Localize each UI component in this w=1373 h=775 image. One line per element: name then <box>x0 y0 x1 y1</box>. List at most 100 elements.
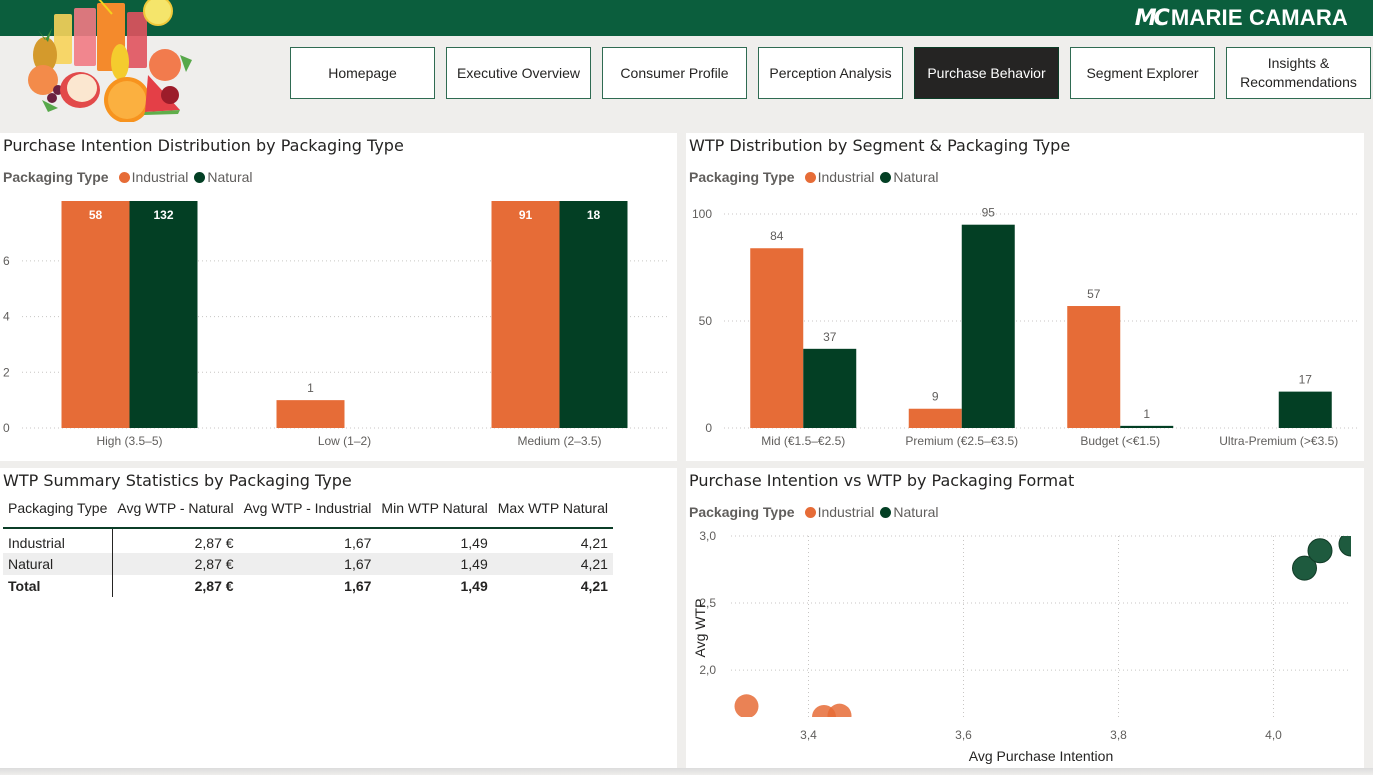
purchase-intention-chart-panel: Purchase Intention Distribution by Packa… <box>0 133 677 461</box>
table-cell: 1,67 <box>344 578 372 594</box>
table-cell: 2,87 € <box>112 553 239 575</box>
data-label: 95 <box>982 206 996 220</box>
data-label: 1 <box>307 381 314 395</box>
y-tick-label: 0 <box>3 421 10 435</box>
juice-fruits-image <box>28 0 192 122</box>
y-tick-label: 2 <box>3 365 10 379</box>
chart-legend: Packaging Type Industrial Natural <box>689 169 945 185</box>
nav-homepage-button[interactable]: Homepage <box>290 47 435 99</box>
natural-dot-icon <box>880 171 892 183</box>
purchase-intention-bar-chart: 0 2 4 6 High (3.5–5) 58 132 Low (1–2) 1 Medium (2… <box>3 201 667 448</box>
column-header[interactable]: Max WTP Natural <box>492 494 613 529</box>
natural-dot-icon <box>880 506 892 518</box>
chart-title: Purchase Intention vs WTP by Packaging F… <box>689 471 1075 490</box>
wtp-summary-table-panel: WTP Summary Statistics by Packaging Type… <box>0 468 677 768</box>
y-tick-label: 6 <box>3 254 10 268</box>
x-tick-label: 3,6 <box>955 728 972 742</box>
y-tick-label: 100 <box>692 207 712 221</box>
nav-perception-analysis-button[interactable]: Perception Analysis <box>758 47 903 99</box>
table-cell: 2,87 € <box>194 535 234 551</box>
column-header[interactable]: Avg WTP - Natural <box>112 494 239 529</box>
data-label: 37 <box>823 330 837 344</box>
bar-natural <box>559 201 628 429</box>
nav-segment-explorer-button[interactable]: Segment Explorer <box>1070 47 1215 99</box>
x-tick-label: 3,8 <box>1110 728 1127 742</box>
y-tick-label: 0 <box>705 421 712 435</box>
table-cell: 1,49 <box>376 553 493 575</box>
industrial-dot-icon <box>804 171 816 183</box>
column-header[interactable]: Min WTP Natural <box>376 494 493 529</box>
table-title: WTP Summary Statistics by Packaging Type <box>3 471 352 490</box>
legend-label: Industrial <box>817 169 875 185</box>
x-tick-label: 3,4 <box>800 728 817 742</box>
table-total-row: Total 2,87 € 1,67 1,49 4,21 <box>3 575 613 597</box>
table-cell: 1,67 <box>344 535 372 551</box>
table-header-row: Packaging Type Avg WTP - Natural Avg WTP… <box>3 494 613 529</box>
table-cell: Total <box>3 575 113 597</box>
legend-label: Natural <box>893 504 939 520</box>
data-label: 57 <box>1087 287 1101 301</box>
legend-title: Packaging Type <box>689 504 795 520</box>
bar-industrial <box>908 408 962 428</box>
legend-item-industrial[interactable]: Industrial <box>118 169 188 185</box>
bar-industrial <box>491 201 560 428</box>
top-banner: MC MARIE CAMARA <box>0 0 1373 36</box>
legend-label: Industrial <box>817 504 875 520</box>
table-cell: 2,87 € <box>194 578 234 594</box>
x-tick-label: 4,0 <box>1265 728 1282 742</box>
legend-item-industrial[interactable]: Industrial <box>804 504 875 520</box>
data-label: 91 <box>519 208 533 222</box>
legend-item-natural[interactable]: Natural <box>194 169 253 185</box>
point-industrial <box>827 703 852 717</box>
x-tick-label: Ultra-Premium (>€3.5) <box>1219 434 1338 448</box>
point-natural <box>1307 538 1333 564</box>
column-header[interactable]: Avg WTP - Industrial <box>238 494 377 529</box>
data-label: 132 <box>153 208 173 222</box>
legend-item-natural[interactable]: Natural <box>880 504 939 520</box>
x-tick-label: Mid (€1.5–€2.5) <box>761 434 845 448</box>
wtp-distribution-chart-panel: WTP Distribution by Segment & Packaging … <box>686 133 1364 461</box>
table-cell: 1,49 <box>460 578 488 594</box>
table-cell: 1,49 <box>460 535 488 551</box>
natural-dot-icon <box>194 171 206 183</box>
bar-industrial <box>750 248 804 428</box>
brand-name: MARIE CAMARA <box>1170 5 1348 30</box>
brand-logo-icon: MC <box>1134 5 1170 31</box>
chart-legend: Packaging Type Industrial Natural <box>689 504 945 520</box>
data-label: 18 <box>587 208 601 222</box>
x-axis-title: Avg Purchase Intention <box>969 748 1114 764</box>
purchase-vs-wtp-scatter-chart: 2,0 2,5 3,0 3,4 3,6 3,8 4,0 Avg Purchase Intent… <box>692 529 1351 764</box>
legend-title: Packaging Type <box>3 169 109 185</box>
nav-executive-overview-button[interactable]: Executive Overview <box>446 47 591 99</box>
x-tick-label: Low (1–2) <box>318 434 371 448</box>
data-label: 1 <box>1143 407 1150 421</box>
nav-purchase-behavior-button[interactable]: Purchase Behavior <box>914 47 1059 99</box>
bar-natural <box>129 201 198 428</box>
bar-natural <box>1120 425 1174 428</box>
bar-natural <box>803 348 857 428</box>
legend-label: Natural <box>893 169 939 185</box>
table-row: Natural 2,87 € 1,67 1,49 4,21 <box>3 553 613 575</box>
table-cell: 1,67 <box>238 553 377 575</box>
y-axis-title: Avg WTP <box>692 599 708 658</box>
column-header[interactable]: Packaging Type <box>3 494 113 529</box>
page-navigation: Homepage Executive Overview Consumer Pro… <box>290 47 1371 99</box>
table-cell: Industrial <box>3 528 113 553</box>
legend-title: Packaging Type <box>689 169 795 185</box>
legend-item-natural[interactable]: Natural <box>880 169 939 185</box>
nav-consumer-profile-button[interactable]: Consumer Profile <box>602 47 747 99</box>
data-label: 84 <box>770 229 784 243</box>
table-row: Industrial 2,87 € 1,67 1,49 4,21 <box>3 528 613 553</box>
page-bottom-edge <box>0 768 1373 775</box>
nav-insights-recommendations-button[interactable]: Insights & Recommendations <box>1226 47 1371 99</box>
bar-industrial <box>1067 306 1121 428</box>
point-industrial <box>734 694 759 717</box>
chart-legend: Packaging Type Industrial Natural <box>3 169 259 185</box>
brand: MC MARIE CAMARA <box>1135 4 1348 32</box>
point-natural <box>1338 536 1351 557</box>
industrial-dot-icon <box>804 506 816 518</box>
y-tick-label: 50 <box>699 314 713 328</box>
legend-item-industrial[interactable]: Industrial <box>804 169 875 185</box>
chart-title: Purchase Intention Distribution by Packa… <box>3 136 404 155</box>
wtp-distribution-bar-chart: 0 50 100 Mid (€1.5–€2.5) 84 37 Premium (€2.5–€… <box>692 206 1358 448</box>
